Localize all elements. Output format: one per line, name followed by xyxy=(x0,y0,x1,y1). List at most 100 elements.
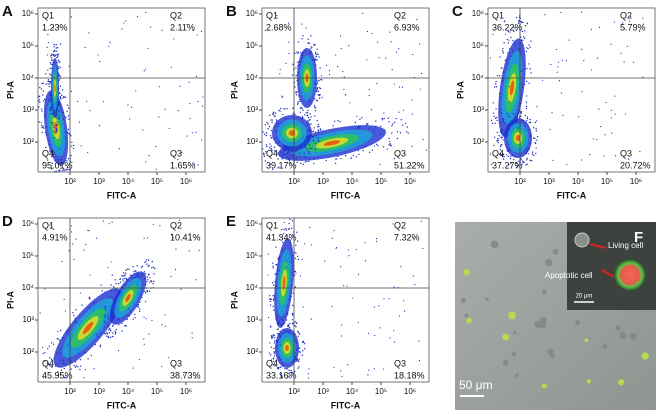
event-dot xyxy=(279,154,281,157)
event-dot xyxy=(202,105,204,107)
event-dot xyxy=(59,148,61,150)
event-dot xyxy=(535,127,537,130)
event-dot xyxy=(362,12,364,15)
event-dot xyxy=(112,336,114,338)
event-dot xyxy=(296,51,298,53)
event-dot xyxy=(110,261,112,263)
event-dot xyxy=(292,113,294,115)
event-dot xyxy=(422,139,424,141)
event-dot xyxy=(286,108,288,110)
event-dot xyxy=(509,157,512,160)
event-dot xyxy=(642,76,644,78)
quadrant-percent: 20.72% xyxy=(620,160,651,170)
event-dot xyxy=(289,162,291,164)
event-dot xyxy=(497,137,499,140)
event-dot xyxy=(316,86,319,89)
event-dot xyxy=(272,111,275,114)
flow-plot: 10² 10³ 10⁴ 10⁵ 10⁶ 10² 10³ 10⁴ 10⁵ 10⁶ FITC-A PI-A… xyxy=(2,3,206,200)
event-dot xyxy=(129,274,132,276)
quadrant-percent: 33.16% xyxy=(266,370,297,380)
event-dot xyxy=(517,127,519,129)
event-dot xyxy=(294,113,296,116)
event-dot xyxy=(580,48,583,50)
cell xyxy=(541,383,547,389)
event-dot xyxy=(47,347,49,350)
event-dot xyxy=(393,83,395,85)
event-dot xyxy=(314,115,316,117)
event-dot xyxy=(269,114,271,116)
event-dot xyxy=(301,116,304,119)
event-dot xyxy=(306,114,309,116)
event-dot xyxy=(502,133,505,136)
event-dot xyxy=(64,310,67,312)
event-dot xyxy=(394,341,396,343)
density xyxy=(282,276,286,290)
event-dot xyxy=(132,318,134,320)
event-dot xyxy=(314,58,317,60)
event-dot xyxy=(310,244,313,246)
event-dot xyxy=(281,158,283,160)
cell xyxy=(514,373,519,378)
event-dot xyxy=(173,38,175,40)
cell xyxy=(618,379,625,386)
event-dot xyxy=(89,274,91,276)
event-dot xyxy=(117,282,120,285)
event-dot xyxy=(287,372,289,375)
event-dot xyxy=(496,74,499,77)
event-dot xyxy=(282,323,284,325)
event-dot xyxy=(272,267,275,269)
event-dot xyxy=(501,155,504,158)
event-dot xyxy=(295,158,297,160)
flow-plot: 10² 10³ 10⁴ 10⁵ 10⁶ 10² 10³ 10⁴ 10⁵ 10⁶ FITC-A PI-A… xyxy=(2,213,206,410)
x-tick-label: 10⁶ xyxy=(180,177,192,186)
event-dot xyxy=(333,366,335,368)
event-dot xyxy=(42,127,44,129)
event-dot xyxy=(170,233,173,235)
density xyxy=(323,140,341,146)
event-dot xyxy=(107,335,109,338)
event-dot xyxy=(281,96,284,98)
y-axis-label: PI-A xyxy=(5,290,15,309)
event-dot xyxy=(523,30,526,32)
event-dot xyxy=(104,322,106,324)
event-dot xyxy=(292,304,294,307)
event-dot xyxy=(529,68,531,70)
event-dot xyxy=(124,272,127,274)
event-dot xyxy=(189,118,191,120)
event-dot xyxy=(294,270,296,273)
event-dot xyxy=(55,130,58,133)
event-dot xyxy=(63,298,65,300)
event-dot xyxy=(125,277,127,279)
event-dot xyxy=(50,342,53,344)
event-dot xyxy=(270,354,272,356)
event-dot xyxy=(142,129,144,131)
event-dot xyxy=(58,26,60,28)
event-dot xyxy=(282,150,285,152)
event-dot xyxy=(501,133,504,135)
event-dot xyxy=(66,110,68,113)
event-dot xyxy=(318,87,321,89)
quadrant-name: Q2 xyxy=(394,10,406,20)
event-dot xyxy=(297,61,299,63)
event-dot xyxy=(493,115,495,118)
living-cell-label: Living cell xyxy=(608,241,643,250)
event-dot xyxy=(392,223,394,225)
event-dot xyxy=(147,265,149,267)
event-dot xyxy=(279,73,281,75)
event-dot xyxy=(308,226,311,229)
event-dot xyxy=(406,131,408,133)
event-dot xyxy=(312,139,315,142)
event-dot xyxy=(56,123,59,125)
event-dot xyxy=(68,249,70,252)
event-dot xyxy=(287,376,289,378)
event-dot xyxy=(271,149,273,151)
event-dot xyxy=(271,121,273,124)
event-dot xyxy=(561,59,564,61)
event-dot xyxy=(54,132,56,134)
event-dot xyxy=(273,146,276,148)
event-dot xyxy=(398,315,401,317)
event-dot xyxy=(55,128,58,131)
event-dot xyxy=(613,21,616,23)
event-dot xyxy=(47,80,49,82)
event-dot xyxy=(158,116,160,118)
